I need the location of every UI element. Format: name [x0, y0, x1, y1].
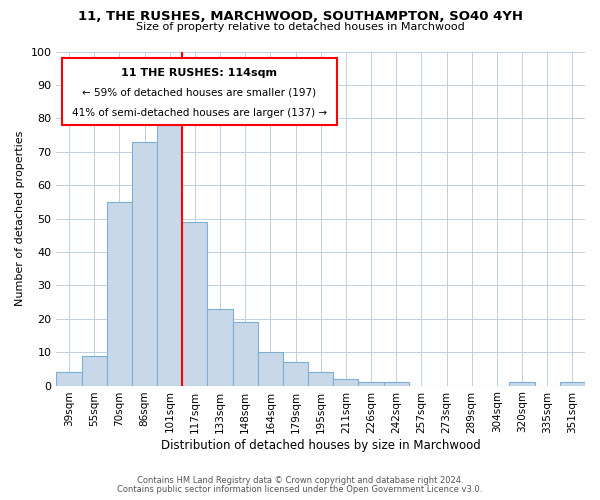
Bar — [157, 125, 182, 386]
Text: 11 THE RUSHES: 114sqm: 11 THE RUSHES: 114sqm — [121, 68, 277, 78]
Bar — [82, 356, 107, 386]
Text: 11, THE RUSHES, MARCHWOOD, SOUTHAMPTON, SO40 4YH: 11, THE RUSHES, MARCHWOOD, SOUTHAMPTON, … — [77, 10, 523, 23]
Bar — [233, 322, 258, 386]
Bar — [308, 372, 333, 386]
Text: Size of property relative to detached houses in Marchwood: Size of property relative to detached ho… — [136, 22, 464, 32]
Bar — [56, 372, 82, 386]
Bar — [107, 202, 132, 386]
Bar — [383, 382, 409, 386]
Bar — [509, 382, 535, 386]
Text: 41% of semi-detached houses are larger (137) →: 41% of semi-detached houses are larger (… — [71, 108, 326, 118]
Text: Contains HM Land Registry data © Crown copyright and database right 2024.: Contains HM Land Registry data © Crown c… — [137, 476, 463, 485]
Text: Contains public sector information licensed under the Open Government Licence v3: Contains public sector information licen… — [118, 484, 482, 494]
FancyBboxPatch shape — [62, 58, 337, 125]
Bar — [208, 308, 233, 386]
X-axis label: Distribution of detached houses by size in Marchwood: Distribution of detached houses by size … — [161, 440, 481, 452]
Bar — [132, 142, 157, 386]
Bar — [182, 222, 208, 386]
Text: ← 59% of detached houses are smaller (197): ← 59% of detached houses are smaller (19… — [82, 88, 316, 98]
Bar — [258, 352, 283, 386]
Bar — [358, 382, 383, 386]
Bar — [560, 382, 585, 386]
Bar — [283, 362, 308, 386]
Y-axis label: Number of detached properties: Number of detached properties — [15, 131, 25, 306]
Bar — [333, 379, 358, 386]
